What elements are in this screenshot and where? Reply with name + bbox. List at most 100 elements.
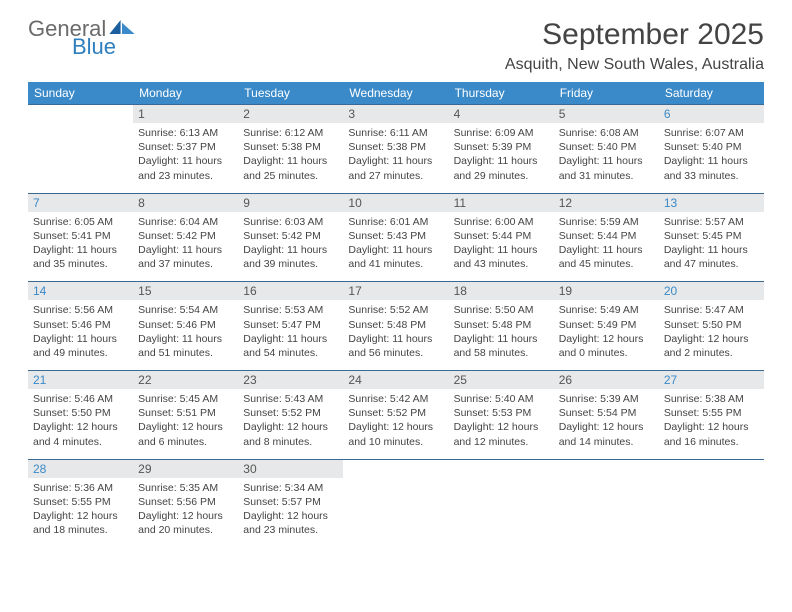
day-number: 14 (28, 282, 133, 300)
day-number: 1 (133, 105, 238, 123)
day-sunrise: Sunrise: 5:43 AM (243, 392, 338, 406)
day-daylight2: and 27 minutes. (348, 169, 443, 183)
day-details: Sunrise: 5:57 AMSunset: 5:45 PMDaylight:… (659, 212, 764, 282)
day-daylight1: Daylight: 12 hours (33, 509, 128, 523)
day-daylight2: and 12 minutes. (454, 435, 549, 449)
day-number: 20 (659, 282, 764, 300)
calendar-day: 10Sunrise: 6:01 AMSunset: 5:43 PMDayligh… (343, 193, 448, 282)
day-number: 22 (133, 371, 238, 389)
day-daylight1: Daylight: 12 hours (243, 509, 338, 523)
calendar-day: 24Sunrise: 5:42 AMSunset: 5:52 PMDayligh… (343, 371, 448, 460)
calendar-day: 6Sunrise: 6:07 AMSunset: 5:40 PMDaylight… (659, 105, 764, 194)
day-daylight1: Daylight: 11 hours (138, 243, 233, 257)
calendar-day: 17Sunrise: 5:52 AMSunset: 5:48 PMDayligh… (343, 282, 448, 371)
day-number: 10 (343, 194, 448, 212)
location-text: Asquith, New South Wales, Australia (505, 56, 764, 74)
day-number: 26 (554, 371, 659, 389)
day-sunset: Sunset: 5:46 PM (33, 318, 128, 332)
calendar-day: . (28, 105, 133, 194)
day-sunset: Sunset: 5:47 PM (243, 318, 338, 332)
day-sunrise: Sunrise: 5:42 AM (348, 392, 443, 406)
day-daylight1: Daylight: 12 hours (559, 332, 654, 346)
day-sunrise: Sunrise: 5:47 AM (664, 303, 759, 317)
day-sunset: Sunset: 5:42 PM (243, 229, 338, 243)
calendar-day: 4Sunrise: 6:09 AMSunset: 5:39 PMDaylight… (449, 105, 554, 194)
day-sunset: Sunset: 5:50 PM (33, 406, 128, 420)
calendar-day: 27Sunrise: 5:38 AMSunset: 5:55 PMDayligh… (659, 371, 764, 460)
day-sunrise: Sunrise: 5:39 AM (559, 392, 654, 406)
day-details: Sunrise: 6:12 AMSunset: 5:38 PMDaylight:… (238, 123, 343, 193)
day-sunset: Sunset: 5:38 PM (348, 140, 443, 154)
day-daylight1: Daylight: 11 hours (559, 154, 654, 168)
day-sunset: Sunset: 5:49 PM (559, 318, 654, 332)
day-details: Sunrise: 5:47 AMSunset: 5:50 PMDaylight:… (659, 300, 764, 370)
day-daylight1: Daylight: 11 hours (33, 332, 128, 346)
calendar-day: 1Sunrise: 6:13 AMSunset: 5:37 PMDaylight… (133, 105, 238, 194)
day-number: 5 (554, 105, 659, 123)
day-sunrise: Sunrise: 6:13 AM (138, 126, 233, 140)
day-daylight2: and 54 minutes. (243, 346, 338, 360)
day-sunrise: Sunrise: 6:12 AM (243, 126, 338, 140)
day-daylight2: and 0 minutes. (559, 346, 654, 360)
calendar-day: 19Sunrise: 5:49 AMSunset: 5:49 PMDayligh… (554, 282, 659, 371)
day-sunrise: Sunrise: 5:59 AM (559, 215, 654, 229)
day-sunrise: Sunrise: 5:45 AM (138, 392, 233, 406)
calendar-day: 30Sunrise: 5:34 AMSunset: 5:57 PMDayligh… (238, 459, 343, 547)
day-details: Sunrise: 6:04 AMSunset: 5:42 PMDaylight:… (133, 212, 238, 282)
day-details: Sunrise: 5:49 AMSunset: 5:49 PMDaylight:… (554, 300, 659, 370)
calendar-day: 22 Sunrise: 5:45 AMSunset: 5:51 PMDayligh… (133, 371, 238, 460)
day-sunset: Sunset: 5:41 PM (33, 229, 128, 243)
day-daylight2: and 58 minutes. (454, 346, 549, 360)
day-daylight1: Daylight: 11 hours (454, 332, 549, 346)
day-sunrise: Sunrise: 5:50 AM (454, 303, 549, 317)
day-sunrise: Sunrise: 5:34 AM (243, 481, 338, 495)
day-sunset: Sunset: 5:44 PM (454, 229, 549, 243)
calendar-week: .1Sunrise: 6:13 AMSunset: 5:37 PMDayligh… (28, 105, 764, 194)
day-number: 9 (238, 194, 343, 212)
day-daylight2: and 41 minutes. (348, 257, 443, 271)
day-details: Sunrise: 5:50 AMSunset: 5:48 PMDaylight:… (449, 300, 554, 370)
day-sunset: Sunset: 5:51 PM (138, 406, 233, 420)
day-details: Sunrise: 6:03 AMSunset: 5:42 PMDaylight:… (238, 212, 343, 282)
day-daylight2: and 29 minutes. (454, 169, 549, 183)
day-daylight1: Daylight: 12 hours (138, 509, 233, 523)
day-number: 15 (133, 282, 238, 300)
calendar-week: 14Sunrise: 5:56 AMSunset: 5:46 PMDayligh… (28, 282, 764, 371)
day-number: 11 (449, 194, 554, 212)
header: General Blue September 2025 Asquith, New… (28, 18, 764, 74)
day-daylight2: and 4 minutes. (33, 435, 128, 449)
day-sunrise: Sunrise: 5:38 AM (664, 392, 759, 406)
day-sunrise: Sunrise: 5:52 AM (348, 303, 443, 317)
calendar-day: 16Sunrise: 5:53 AMSunset: 5:47 PMDayligh… (238, 282, 343, 371)
day-daylight1: Daylight: 12 hours (138, 420, 233, 434)
calendar-header-row: SundayMondayTuesdayWednesdayThursdayFrid… (28, 82, 764, 105)
day-details: Sunrise: 5:42 AMSunset: 5:52 PMDaylight:… (343, 389, 448, 459)
day-daylight2: and 35 minutes. (33, 257, 128, 271)
day-details: Sunrise: 5:46 AMSunset: 5:50 PMDaylight:… (28, 389, 133, 459)
calendar-day: 7Sunrise: 6:05 AMSunset: 5:41 PMDaylight… (28, 193, 133, 282)
day-details: Sunrise: 6:05 AMSunset: 5:41 PMDaylight:… (28, 212, 133, 282)
day-details: Sunrise: 6:13 AMSunset: 5:37 PMDaylight:… (133, 123, 238, 193)
day-number: 28 (28, 460, 133, 478)
month-title: September 2025 (505, 18, 764, 52)
calendar-week: 21Sunrise: 5:46 AMSunset: 5:50 PMDayligh… (28, 371, 764, 460)
day-sunset: Sunset: 5:56 PM (138, 495, 233, 509)
weekday-header: Thursday (449, 82, 554, 105)
day-details: Sunrise: 6:09 AMSunset: 5:39 PMDaylight:… (449, 123, 554, 193)
day-daylight1: Daylight: 11 hours (138, 332, 233, 346)
day-sunset: Sunset: 5:55 PM (664, 406, 759, 420)
day-daylight2: and 43 minutes. (454, 257, 549, 271)
day-sunset: Sunset: 5:44 PM (559, 229, 654, 243)
calendar-day: 13Sunrise: 5:57 AMSunset: 5:45 PMDayligh… (659, 193, 764, 282)
day-details: Sunrise: 5:53 AMSunset: 5:47 PMDaylight:… (238, 300, 343, 370)
day-details: Sunrise: 5:59 AMSunset: 5:44 PMDaylight:… (554, 212, 659, 282)
day-daylight2: and 16 minutes. (664, 435, 759, 449)
day-daylight2: and 39 minutes. (243, 257, 338, 271)
day-daylight2: and 45 minutes. (559, 257, 654, 271)
day-sunset: Sunset: 5:50 PM (664, 318, 759, 332)
day-daylight2: and 8 minutes. (243, 435, 338, 449)
calendar-day: 3Sunrise: 6:11 AMSunset: 5:38 PMDaylight… (343, 105, 448, 194)
logo: General Blue (28, 18, 136, 58)
weekday-header: Monday (133, 82, 238, 105)
day-sunrise: Sunrise: 6:01 AM (348, 215, 443, 229)
